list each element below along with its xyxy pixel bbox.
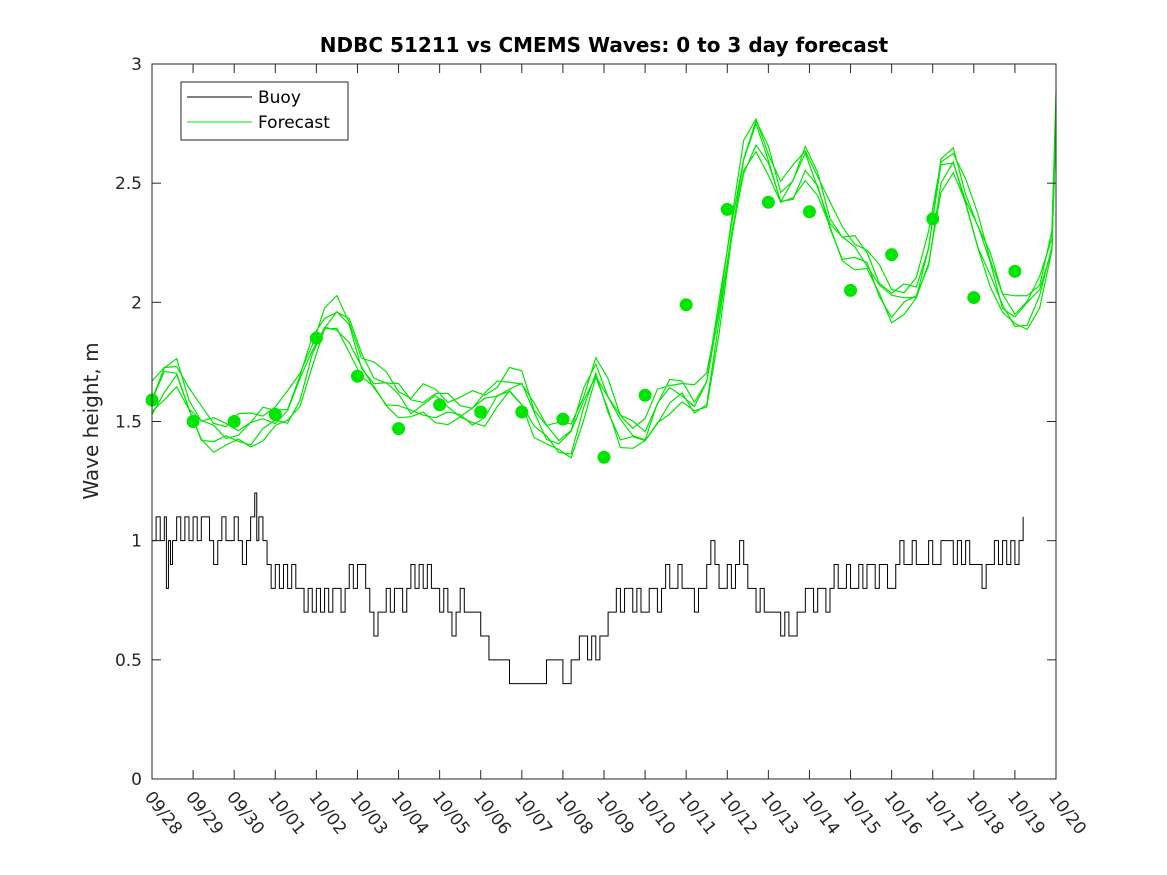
- forecast-marker: [227, 415, 241, 428]
- forecast-marker: [720, 202, 734, 216]
- legend-label-forecast: Forecast: [258, 113, 330, 133]
- x-tick-label: 10/18: [962, 788, 1008, 839]
- buoy-line: [152, 492, 1024, 685]
- forecast-marker: [679, 298, 693, 312]
- chart-title: NDBC 51211 vs CMEMS Waves: 0 to 3 day fo…: [320, 33, 889, 57]
- x-tick-label: 10/12: [715, 788, 761, 839]
- plot-area: [152, 64, 1056, 779]
- x-tick-label: 09/30: [222, 788, 268, 839]
- legend-label-buoy: Buoy: [258, 88, 301, 108]
- x-tick-label: 10/05: [428, 788, 474, 839]
- x-tick-label: 10/08: [551, 788, 597, 839]
- x-tick-label: 10/20: [1044, 788, 1090, 839]
- x-tick-label: 10/02: [304, 788, 350, 839]
- y-tick-label: 2.5: [115, 174, 142, 194]
- x-tick-label: 10/09: [592, 788, 638, 839]
- forecast-marker: [761, 195, 775, 209]
- forecast-marker: [926, 212, 940, 226]
- forecast-marker: [638, 388, 652, 402]
- x-tick-label: 10/07: [510, 788, 556, 839]
- legend-box: [180, 81, 349, 141]
- y-tick-label: 2: [131, 293, 142, 313]
- x-tick-label: 10/03: [346, 788, 392, 839]
- y-tick-label: 3: [131, 55, 142, 75]
- forecast-marker: [186, 415, 200, 428]
- y-tick-label: 1: [131, 532, 142, 552]
- forecast-marker: [392, 422, 406, 436]
- forecast-marker: [474, 405, 488, 419]
- x-tick-label: 10/11: [674, 788, 720, 839]
- x-tick-label: 10/16: [880, 788, 926, 839]
- forecast-marker: [967, 291, 981, 305]
- forecast-marker: [268, 407, 282, 421]
- forecast-marker: [309, 331, 323, 345]
- forecast-marker: [597, 450, 611, 464]
- y-axis-label: Wave height, m: [79, 342, 103, 499]
- x-tick-label: 09/28: [140, 788, 186, 839]
- x-tick-label: 10/14: [798, 788, 844, 839]
- y-tick-label: 1.5: [115, 413, 142, 433]
- forecast-marker: [433, 398, 447, 412]
- x-tick-label: 10/13: [756, 788, 802, 839]
- y-tick-label: 0.5: [115, 651, 142, 671]
- x-tick-label: 10/10: [633, 788, 679, 839]
- x-tick-label: 10/15: [839, 788, 885, 839]
- legend: Buoy Forecast: [180, 81, 349, 141]
- x-tick-label: 10/17: [921, 788, 967, 839]
- forecast-line: [151, 92, 1057, 430]
- forecast-line: [151, 126, 1057, 455]
- x-tick-label: 10/19: [1003, 788, 1049, 839]
- x-tick-label: 09/29: [181, 788, 227, 839]
- forecast-marker: [885, 248, 899, 262]
- forecast-marker: [1008, 264, 1022, 278]
- forecast-line: [151, 123, 1057, 459]
- forecast-marker: [556, 412, 570, 426]
- x-tick-label: 10/01: [263, 788, 309, 839]
- forecast-marker: [515, 405, 529, 419]
- x-tick-label: 10/06: [469, 788, 515, 839]
- series-layer: [145, 92, 1057, 685]
- x-tick-label: 10/04: [387, 788, 433, 839]
- forecast-marker: [350, 369, 364, 383]
- forecast-marker: [844, 283, 858, 297]
- forecast-marker: [802, 205, 816, 219]
- y-tick-label: 0: [131, 770, 142, 790]
